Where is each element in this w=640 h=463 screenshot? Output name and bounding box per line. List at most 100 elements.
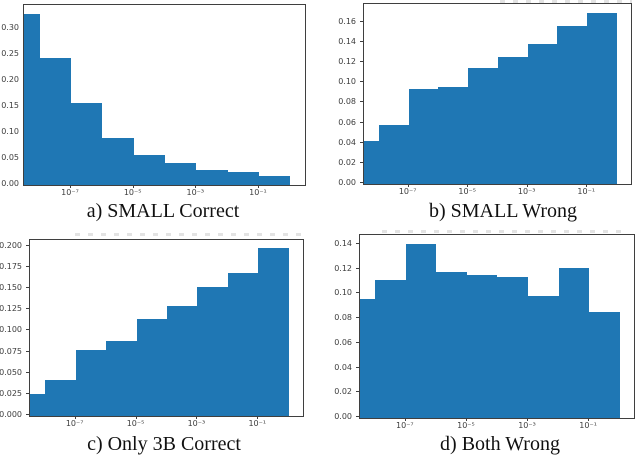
y-tick-mark (360, 161, 363, 163)
y-tick-mark (356, 267, 359, 269)
histogram-bar (557, 25, 588, 184)
y-axis: 0.00 0.02 0.04 0.06 0.08 0.10 0.12 0.14 (333, 234, 359, 421)
y-tick-mark (26, 414, 29, 415)
y-axis: 0.000 0.025 0.050 0.075 0.100 0.125 0.150 0.175… (0, 239, 29, 419)
histogram-bar (258, 248, 289, 416)
y-tick-label: 0.000 (0, 410, 22, 419)
histogram-bar (436, 272, 467, 418)
histogram-bar (136, 318, 167, 416)
histogram-bar (70, 102, 103, 185)
x-tick-label: 10⁻¹ (249, 188, 267, 197)
y-tick-label: 0.150 (0, 283, 22, 293)
caption-only-3b-correct: c) Only 3B Correct (87, 433, 241, 455)
y-tick-label: 0.30 (1, 23, 19, 33)
y-tick-mark (360, 182, 363, 183)
y-tick-mark (356, 242, 359, 244)
histogram-bar (408, 89, 439, 184)
y-tick-mark (360, 121, 363, 123)
y-tick-mark (356, 341, 359, 343)
y-tick-label: 0.100 (0, 325, 22, 335)
histogram-bar (587, 12, 617, 184)
x-tick-label: 10⁻³ (187, 419, 206, 428)
plot-area (29, 239, 304, 417)
y-tick-label: 0.06 (334, 337, 352, 347)
histogram-bar (528, 295, 559, 418)
cropped-text-artifact (500, 0, 632, 3)
y-tick-mark (360, 101, 363, 103)
x-tick-label: 10⁻⁵ (458, 187, 476, 196)
y-tick-label: 0.050 (0, 367, 22, 377)
y-tick-label: 0.025 (0, 388, 22, 398)
plot-area (359, 234, 635, 419)
histogram-bar (196, 170, 228, 185)
y-tick-label: 0.20 (1, 75, 19, 85)
histogram-bar (164, 163, 197, 185)
y-tick-label: 0.00 (334, 412, 352, 421)
y-tick-mark (26, 265, 29, 267)
y-tick-label: 0.10 (334, 288, 352, 298)
y-axis: 0.00 0.05 0.10 0.15 0.20 0.25 0.30 (0, 4, 26, 188)
y-tick-mark (360, 61, 363, 62)
y-tick-label: 0.04 (334, 362, 352, 372)
y-tick-mark (26, 308, 29, 310)
x-tick-label: 10⁻⁵ (457, 421, 475, 430)
histogram-bar (438, 87, 469, 184)
histogram-bar (24, 13, 40, 185)
y-tick-mark (356, 317, 359, 319)
y-tick-mark (26, 371, 29, 373)
histogram-bar (405, 243, 437, 418)
histogram-bar (75, 350, 107, 416)
y-tick-label: 0.175 (0, 261, 22, 271)
x-tick-label: 10⁻⁷ (65, 419, 84, 428)
x-tick-mark (404, 418, 406, 421)
y-tick-mark (26, 392, 29, 394)
histogram-bar (466, 274, 498, 418)
y-tick-mark (360, 20, 363, 22)
x-tick-label: 10⁻³ (517, 187, 536, 196)
y-tick-label: 0.06 (338, 117, 356, 127)
y-tick-label: 0.200 (0, 240, 22, 250)
y-tick-label: 0.04 (338, 137, 356, 147)
y-tick-label: 0.10 (1, 127, 19, 137)
caption-small-correct: a) SMALL Correct (86, 200, 240, 222)
x-tick-label: 10⁻⁵ (126, 419, 145, 428)
y-tick-mark (360, 81, 363, 83)
x-axis: 10⁻⁷ 10⁻⁵ 10⁻³ 10⁻¹ (23, 185, 304, 199)
y-tick-label: 0.15 (1, 101, 19, 111)
y-tick-mark (360, 141, 363, 143)
histogram-bar (497, 56, 528, 184)
histogram-bar (106, 340, 137, 416)
x-tick-mark (588, 418, 590, 421)
x-tick-mark (527, 418, 528, 421)
x-tick-label: 10⁻³ (518, 421, 536, 430)
x-tick-mark (74, 416, 76, 419)
x-tick-label: 10⁻¹ (577, 187, 596, 196)
y-axis: 0.00 0.02 0.04 0.06 0.08 0.10 0.12 0.14 0.16 (337, 3, 363, 187)
histogram-bar (258, 175, 291, 185)
y-tick-label: 0.02 (338, 157, 356, 167)
x-tick-mark (195, 185, 197, 188)
y-tick-mark (356, 416, 359, 417)
histogram-bar (360, 299, 376, 418)
x-tick-label: 10⁻³ (186, 188, 205, 197)
histogram-bar (468, 68, 498, 184)
histogram-bar (197, 287, 228, 416)
x-tick-label: 10⁻¹ (248, 419, 267, 428)
y-tick-label: 0.10 (338, 77, 356, 87)
y-tick-label: 0.075 (0, 346, 22, 356)
x-tick-mark (586, 184, 588, 187)
histogram-bar (133, 154, 165, 185)
y-tick-label: 0.00 (1, 179, 19, 188)
y-tick-mark (26, 244, 29, 246)
histogram-bar (589, 311, 620, 418)
x-tick-label: 10⁻⁵ (123, 188, 142, 197)
y-tick-label: 0.16 (338, 16, 356, 26)
histogram-bar (497, 277, 528, 418)
y-tick-label: 0.02 (334, 387, 352, 397)
x-axis: 10⁻⁷ 10⁻⁵ 10⁻³ 10⁻¹ (363, 184, 630, 198)
histogram-bar (527, 43, 558, 184)
x-tick-mark (526, 184, 528, 187)
y-tick-mark (360, 40, 363, 42)
x-axis: 10⁻⁷ 10⁻⁵ 10⁻³ 10⁻¹ (29, 416, 302, 430)
